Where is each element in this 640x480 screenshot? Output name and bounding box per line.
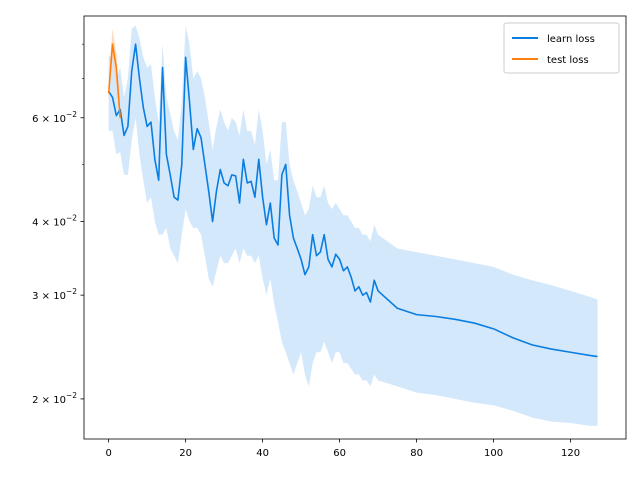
x-tick-label: 100	[484, 448, 503, 459]
x-tick-label: 40	[256, 448, 269, 459]
learn-loss-line	[107, 43, 598, 358]
test-loss-line	[107, 43, 121, 118]
x-tick-label: 20	[179, 448, 192, 459]
x-axis: 0 20 40 60 80 100 120	[105, 439, 580, 459]
series-lines	[107, 43, 598, 358]
y-tick-label: 2 × 10−2	[32, 391, 77, 406]
y-tick-label: 6 × 10−2	[32, 110, 77, 125]
legend-label: learn loss	[547, 34, 595, 45]
x-tick-label: 0	[105, 448, 111, 459]
learn-loss-band	[108, 25, 598, 426]
y-tick-label: 4 × 10−2	[32, 214, 77, 229]
y-tick-label: 3 × 10−2	[32, 287, 77, 302]
x-tick-label: 60	[333, 448, 346, 459]
legend: learn loss test loss	[503, 22, 620, 74]
x-tick-label: 80	[410, 448, 423, 459]
plot-frame	[83, 15, 627, 440]
legend-frame	[503, 22, 620, 74]
legend-label: test loss	[547, 55, 589, 66]
x-tick-label: 120	[561, 448, 580, 459]
y-axis: 2 × 10−2 3 × 10−2 4 × 10−2 6 × 10−2	[32, 43, 84, 406]
